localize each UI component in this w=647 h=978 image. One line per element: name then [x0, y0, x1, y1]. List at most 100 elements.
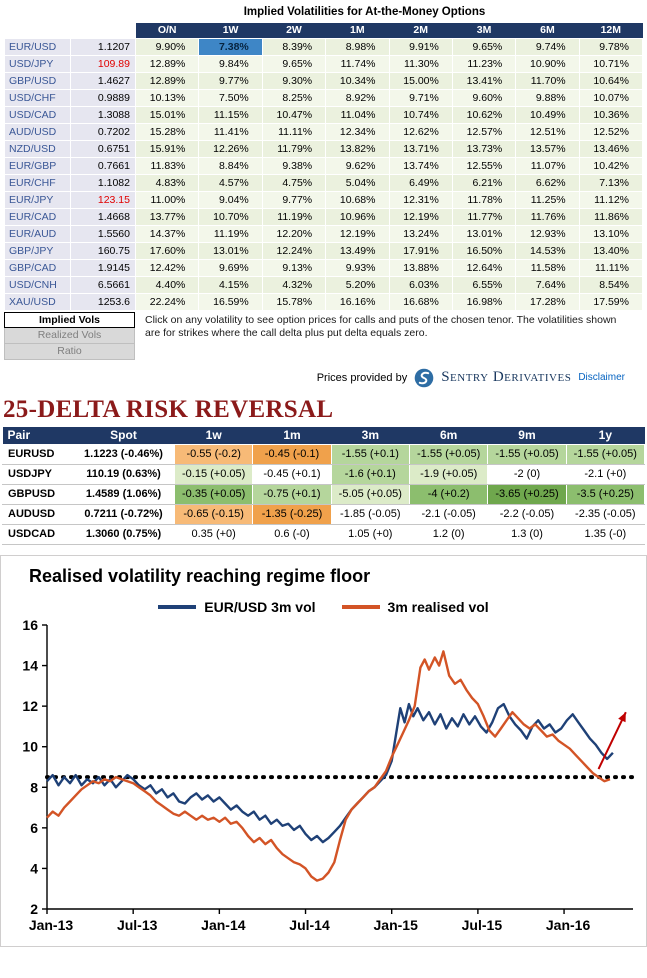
vol-cell[interactable]: 11.00%	[134, 190, 200, 209]
vol-cell[interactable]: 10.96%	[325, 207, 390, 226]
vol-cell[interactable]: 8.84%	[198, 156, 263, 175]
vol-cell[interactable]: 12.55%	[451, 156, 517, 175]
vol-cell[interactable]: 9.77%	[261, 190, 327, 209]
vol-cell[interactable]: 4.15%	[198, 275, 263, 294]
vol-cell[interactable]: 10.13%	[134, 88, 200, 107]
vol-cell[interactable]: 13.41%	[451, 71, 517, 90]
vol-cell[interactable]: 5.04%	[325, 173, 390, 192]
vol-cell[interactable]: 12.19%	[388, 207, 453, 226]
vol-cell[interactable]: 9.04%	[198, 190, 263, 209]
vol-cell[interactable]: 11.58%	[515, 258, 580, 277]
tab-realized-vols[interactable]: Realized Vols	[4, 327, 135, 344]
vol-cell[interactable]: 13.49%	[325, 241, 390, 260]
vol-cell[interactable]: 16.98%	[451, 292, 517, 311]
vol-cell[interactable]: 13.88%	[388, 258, 453, 277]
vol-cell[interactable]: 11.25%	[515, 190, 580, 209]
disclaimer-link[interactable]: Disclaimer	[578, 372, 625, 383]
vol-cell[interactable]: 11.78%	[451, 190, 517, 209]
vol-cell[interactable]: 9.65%	[451, 37, 517, 56]
vol-cell[interactable]: 9.60%	[451, 88, 517, 107]
vol-cell[interactable]: 5.20%	[325, 275, 390, 294]
vol-cell[interactable]: 6.62%	[515, 173, 580, 192]
vol-cell[interactable]: 7.13%	[578, 173, 644, 192]
vol-cell[interactable]: 16.59%	[198, 292, 263, 311]
vol-cell[interactable]: 11.15%	[198, 105, 263, 124]
vol-cell[interactable]: 8.39%	[261, 37, 327, 56]
vol-cell[interactable]: 9.69%	[198, 258, 263, 277]
vol-cell[interactable]: 9.38%	[261, 156, 327, 175]
tenor-header[interactable]: 3M	[452, 23, 516, 38]
vol-cell[interactable]: 4.83%	[134, 173, 200, 192]
vol-cell[interactable]: 12.62%	[388, 122, 453, 141]
vol-cell[interactable]: 12.20%	[261, 224, 327, 243]
vol-cell[interactable]: 11.12%	[578, 190, 644, 209]
vol-cell[interactable]: 11.83%	[134, 156, 200, 175]
vol-cell[interactable]: 11.11%	[578, 258, 644, 277]
vol-cell[interactable]: 11.74%	[325, 54, 390, 73]
vol-cell[interactable]: 12.42%	[134, 258, 200, 277]
vol-cell[interactable]: 14.37%	[134, 224, 200, 243]
vol-cell[interactable]: 10.70%	[198, 207, 263, 226]
vol-cell[interactable]: 10.49%	[515, 105, 580, 124]
vol-cell[interactable]: 14.53%	[515, 241, 580, 260]
tenor-header[interactable]: O/N	[135, 23, 199, 38]
tenor-header[interactable]: 1M	[325, 23, 389, 38]
vol-cell[interactable]: 17.28%	[515, 292, 580, 311]
vol-cell[interactable]: 9.71%	[388, 88, 453, 107]
vol-cell[interactable]: 10.07%	[578, 88, 644, 107]
vol-cell[interactable]: 9.84%	[198, 54, 263, 73]
vol-cell[interactable]: 8.25%	[261, 88, 327, 107]
vol-cell[interactable]: 10.62%	[451, 105, 517, 124]
vol-cell[interactable]: 10.34%	[325, 71, 390, 90]
vol-cell[interactable]: 11.79%	[261, 139, 327, 158]
tenor-header[interactable]: 2M	[389, 23, 453, 38]
vol-cell[interactable]: 15.91%	[134, 139, 200, 158]
vol-cell[interactable]: 9.93%	[325, 258, 390, 277]
vol-cell[interactable]: 13.01%	[451, 224, 517, 243]
vol-cell[interactable]: 9.62%	[325, 156, 390, 175]
vol-cell[interactable]: 17.60%	[134, 241, 200, 260]
vol-cell[interactable]: 13.46%	[578, 139, 644, 158]
vol-cell[interactable]: 10.47%	[261, 105, 327, 124]
vol-cell[interactable]: 10.42%	[578, 156, 644, 175]
vol-cell[interactable]: 9.13%	[261, 258, 327, 277]
vol-cell[interactable]: 9.77%	[198, 71, 263, 90]
tenor-header[interactable]: 12M	[579, 23, 643, 38]
vol-cell[interactable]: 13.24%	[388, 224, 453, 243]
vol-cell[interactable]: 17.91%	[388, 241, 453, 260]
vol-cell[interactable]: 10.64%	[578, 71, 644, 90]
vol-cell[interactable]: 11.11%	[261, 122, 327, 141]
vol-cell[interactable]: 16.16%	[325, 292, 390, 311]
vol-cell[interactable]: 9.78%	[578, 37, 644, 56]
vol-cell[interactable]: 6.21%	[451, 173, 517, 192]
vol-cell[interactable]: 13.74%	[388, 156, 453, 175]
vol-cell[interactable]: 12.93%	[515, 224, 580, 243]
vol-cell[interactable]: 12.34%	[325, 122, 390, 141]
vol-cell[interactable]: 8.54%	[578, 275, 644, 294]
vol-cell[interactable]: 16.50%	[451, 241, 517, 260]
vol-cell[interactable]: 11.19%	[261, 207, 327, 226]
vol-cell[interactable]: 13.71%	[388, 139, 453, 158]
vol-cell[interactable]: 15.28%	[134, 122, 200, 141]
vol-cell[interactable]: 9.91%	[388, 37, 453, 56]
vol-cell[interactable]: 6.49%	[388, 173, 453, 192]
vol-cell[interactable]: 12.31%	[388, 190, 453, 209]
vol-cell[interactable]: 12.26%	[198, 139, 263, 158]
vol-cell[interactable]: 12.19%	[325, 224, 390, 243]
vol-cell[interactable]: 17.59%	[578, 292, 644, 311]
tenor-header[interactable]: 1W	[198, 23, 263, 38]
tenor-header[interactable]: 2W	[262, 23, 326, 38]
vol-cell[interactable]: 16.68%	[388, 292, 453, 311]
vol-cell-selected[interactable]: 7.38%	[198, 37, 263, 56]
vol-cell[interactable]: 10.90%	[515, 54, 580, 73]
vol-cell[interactable]: 8.92%	[325, 88, 390, 107]
vol-cell[interactable]: 9.65%	[261, 54, 327, 73]
tab-implied-vols[interactable]: Implied Vols	[4, 311, 135, 328]
vol-cell[interactable]: 13.73%	[451, 139, 517, 158]
tab-ratio[interactable]: Ratio	[4, 343, 135, 360]
vol-cell[interactable]: 7.50%	[198, 88, 263, 107]
vol-cell[interactable]: 11.30%	[388, 54, 453, 73]
vol-cell[interactable]: 11.41%	[198, 122, 263, 141]
vol-cell[interactable]: 11.86%	[578, 207, 644, 226]
vol-cell[interactable]: 11.76%	[515, 207, 580, 226]
